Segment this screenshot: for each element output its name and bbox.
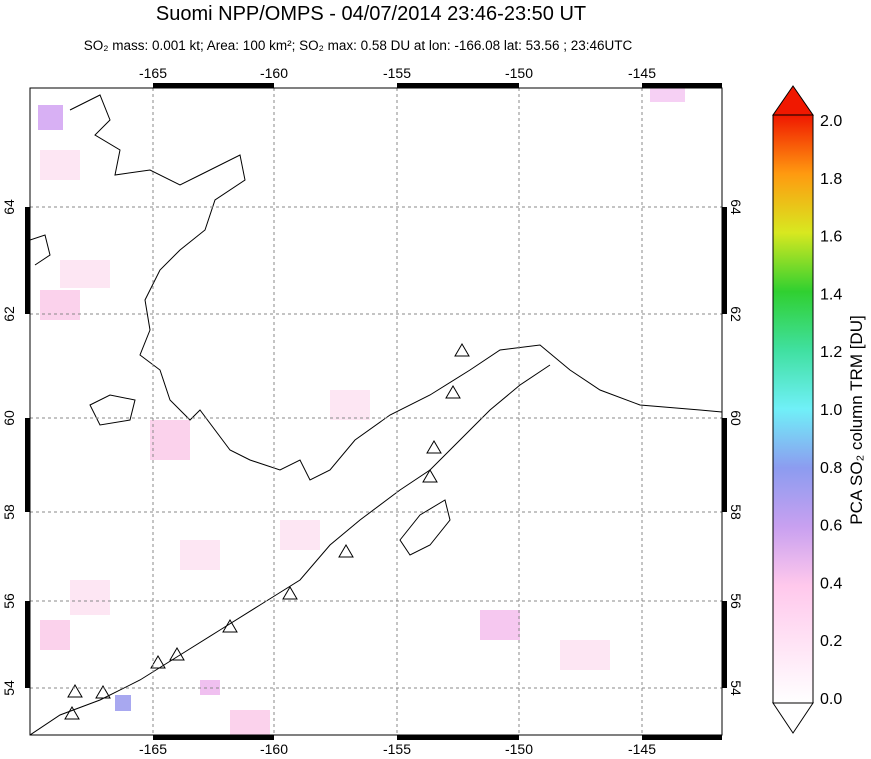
map-background [30, 88, 722, 735]
colorbar-min-arrow [772, 702, 814, 734]
graticule [30, 88, 722, 735]
lon-label-top: -150 [505, 65, 533, 81]
subtitle: SO₂ mass: 0.001 kt; Area: 100 km²; SO₂ m… [84, 38, 633, 53]
lon-label-top: -155 [383, 65, 411, 81]
frame-ticks [25, 83, 727, 740]
so2-pixels [38, 88, 685, 735]
frame-segment [25, 601, 30, 688]
map [30, 88, 722, 735]
colorbar-tick-label: 1.0 [820, 402, 842, 419]
colorbar-tick-label: 1.6 [820, 229, 842, 246]
map-frame [29, 87, 723, 736]
lat-label-right: 62 [728, 306, 744, 322]
title: Suomi NPP/OMPS - 04/07/2014 23:46-23:50 … [156, 3, 586, 25]
colorbar-tick-label: 0.2 [820, 633, 842, 650]
colorbar-max-arrow [772, 85, 814, 116]
colorbar-tick-label: 0.6 [820, 518, 842, 535]
frame-segment [25, 418, 30, 512]
frame-segment [153, 735, 274, 740]
frame-segment [397, 83, 519, 88]
colorbar-scale [772, 114, 814, 704]
lon-label-top: -165 [139, 65, 167, 81]
colorbar: 0.0 0.2 0.4 0.6 0.8 1.0 1.2 1.4 1.6 1.8 2.0 PCA SO… [772, 85, 866, 734]
volcanoes [64, 343, 470, 720]
lat-label-left: 56 [1, 593, 17, 609]
frame-segment [642, 735, 722, 740]
lon-label-bottom: -165 [139, 741, 167, 757]
lon-label-bottom: -150 [505, 741, 533, 757]
lat-label-left: 62 [1, 306, 17, 322]
frame-segment [722, 207, 727, 314]
lat-label-right: 54 [728, 680, 744, 696]
frame-segment [397, 735, 519, 740]
colorbar-tick-label: 0.8 [820, 460, 842, 477]
colorbar-tick-label: 1.2 [820, 344, 842, 361]
frame-segment [722, 418, 727, 512]
lon-label-top: -160 [260, 65, 288, 81]
colorbar-label: PCA SO₂ column TRM [DU] [847, 315, 866, 524]
lat-label-right: 56 [728, 593, 744, 609]
lat-label-left: 64 [1, 199, 17, 215]
frame-segment [642, 83, 722, 88]
lat-label-left: 54 [1, 680, 17, 696]
frame-segment [153, 83, 274, 88]
lon-label-top: -145 [628, 65, 656, 81]
lon-label-bottom: -160 [260, 741, 288, 757]
colorbar-tick-label: 1.4 [820, 286, 842, 303]
lat-label-left: 60 [1, 410, 17, 426]
colorbar-tick-label: 0.0 [820, 691, 842, 708]
lon-label-bottom: -145 [628, 741, 656, 757]
lat-label-right: 60 [728, 410, 744, 426]
lon-label-bottom: -155 [383, 741, 411, 757]
colorbar-tick-label: 2.0 [820, 113, 842, 130]
colorbar-tick-label: 1.8 [820, 171, 842, 188]
frame-segment [25, 207, 30, 314]
colorbar-tick-label: 0.4 [820, 575, 842, 592]
frame-segment [722, 601, 727, 688]
coastline [30, 94, 722, 735]
lat-label-right: 64 [728, 199, 744, 215]
lat-label-left: 58 [1, 504, 17, 520]
axis-labels: -165 -165 -160 -160 -155 -155 -150 -150 -145 -145… [1, 65, 744, 757]
lat-label-right: 58 [728, 504, 744, 520]
